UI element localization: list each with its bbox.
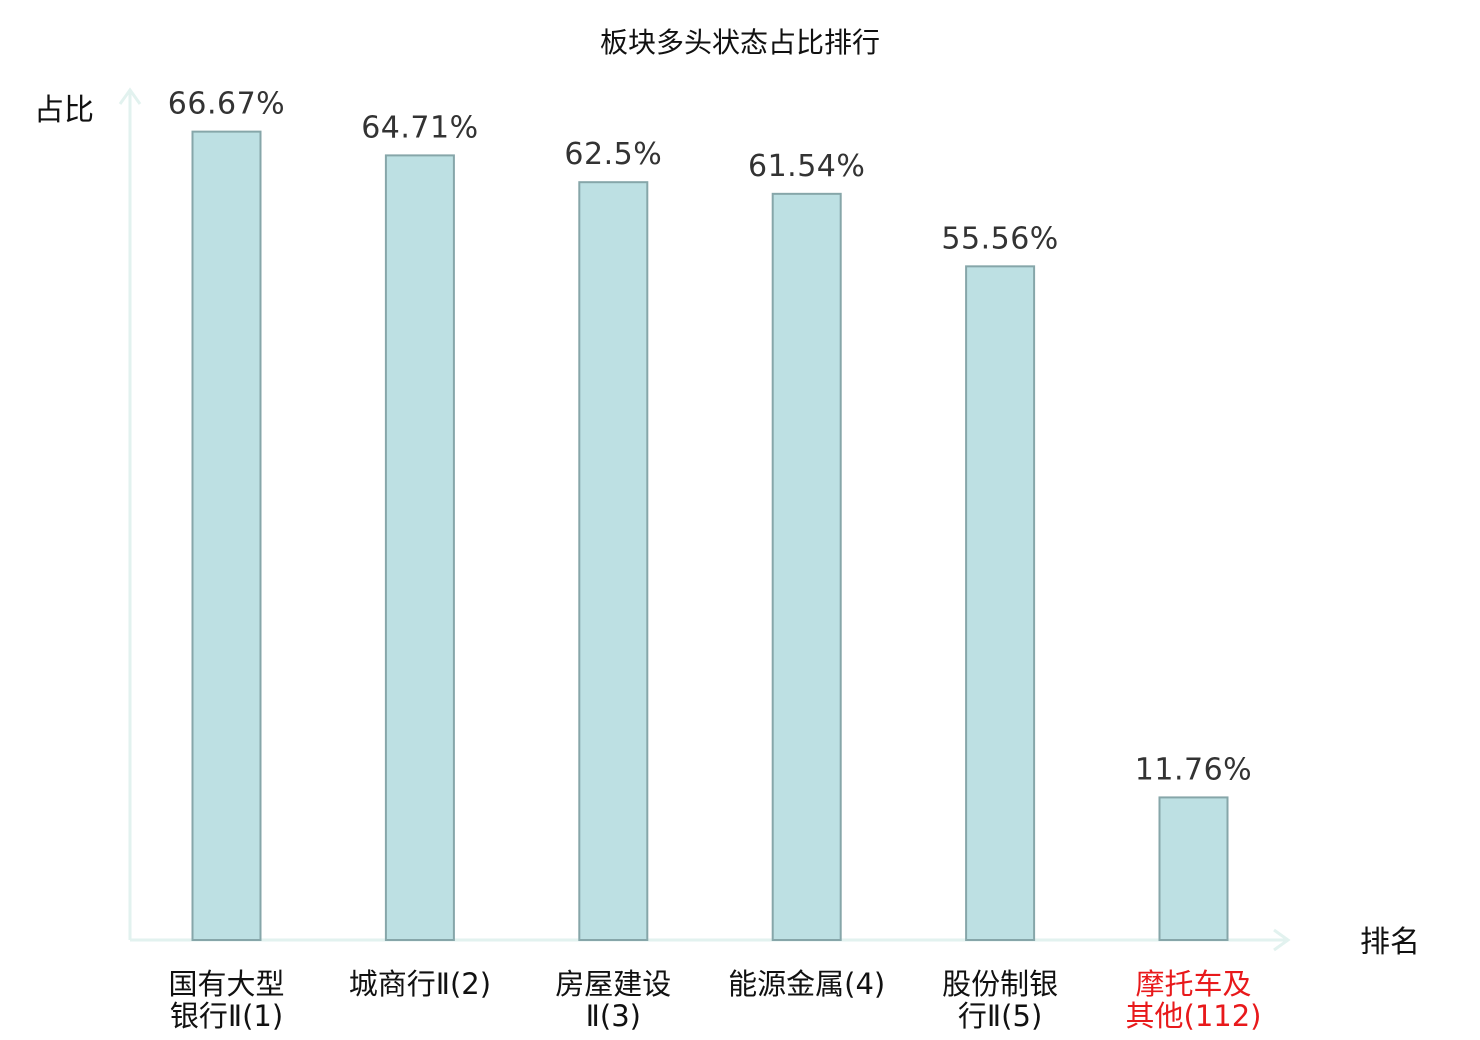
- category-label: 摩托车及其他(112): [1126, 967, 1262, 1033]
- category-label-line: Ⅱ(3): [586, 999, 641, 1033]
- value-labels-group: 66.67% 64.71% 62.5% 61.54% 55.56% 11.76%: [168, 87, 1252, 788]
- category-label-line: 银行Ⅱ(1): [170, 999, 283, 1033]
- bar: [965, 265, 1036, 941]
- category-label-line: 城商行Ⅱ(2): [349, 967, 491, 1001]
- x-axis-label: 排名: [1360, 925, 1420, 960]
- value-label: 62.5%: [564, 137, 662, 172]
- bar: [1158, 796, 1229, 941]
- bar: [771, 192, 842, 941]
- category-label-line: 房屋建设: [555, 967, 671, 1001]
- category-label: 城商行Ⅱ(2): [349, 967, 491, 1001]
- chart-title: 板块多头状态占比排行: [600, 26, 880, 59]
- category-label-line: 国有大型: [168, 967, 284, 1001]
- y-axis-label: 占比: [34, 93, 94, 128]
- value-label: 64.71%: [361, 110, 478, 145]
- category-label: 房屋建设 Ⅱ(3): [555, 967, 671, 1033]
- x-axis-arrow: [1273, 928, 1291, 952]
- category-label-line: 其他(112): [1126, 999, 1262, 1033]
- value-label: 55.56%: [941, 221, 1058, 256]
- category-label-line: 行Ⅱ(5): [958, 999, 1042, 1033]
- category-label-line: 摩托车及: [1135, 967, 1251, 1001]
- value-label: 61.54%: [748, 149, 865, 184]
- category-label: 股份制银行Ⅱ(5): [942, 967, 1058, 1033]
- category-label: 能源金属(4): [728, 967, 885, 1001]
- value-label: 11.76%: [1135, 752, 1252, 787]
- bar: [578, 181, 649, 941]
- category-label: 国有大型银行Ⅱ(1): [168, 967, 284, 1033]
- bar: [384, 154, 455, 942]
- y-axis-arrow: [118, 87, 142, 105]
- category-label-line: 股份制银: [942, 967, 1058, 1001]
- category-labels-group: 国有大型银行Ⅱ(1) 城商行Ⅱ(2) 房屋建设 Ⅱ(3) 能源金属(4) 股份制银行Ⅱ(5…: [168, 967, 1261, 1033]
- value-label: 66.67%: [168, 87, 285, 122]
- category-label-line: 能源金属(4): [728, 967, 885, 1001]
- bar: [191, 130, 262, 942]
- bars-group: [191, 130, 1229, 942]
